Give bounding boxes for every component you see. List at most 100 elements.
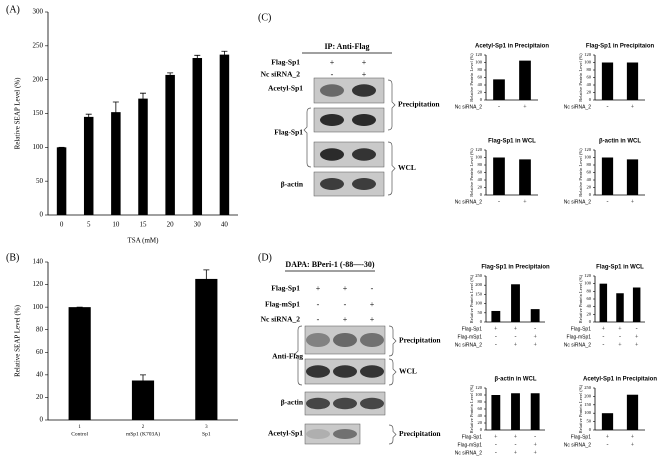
band-label: β-actin — [281, 398, 304, 407]
condition-sign: - — [607, 199, 609, 205]
condition-sign: + — [514, 326, 518, 332]
condition-sign: - — [498, 199, 500, 205]
blot-band — [306, 397, 330, 410]
blot-header: DAPA: BPeri-1 (-88—-30) — [285, 260, 374, 269]
x-tick-label: 15 — [140, 221, 148, 229]
y-tick-label: 0 — [480, 427, 483, 432]
y-tick-label: 20 — [587, 90, 592, 95]
x-tick-label: Sp1 — [202, 431, 211, 437]
lane-row-label: Flag-mSp1 — [265, 300, 300, 309]
y-tick-label: 120 — [475, 385, 483, 390]
condition-sign: + — [514, 434, 518, 440]
condition-sign: + — [635, 334, 639, 340]
x-tick-label: Control — [71, 431, 88, 437]
bar — [632, 287, 641, 322]
y-tick-label: 100 — [33, 303, 44, 311]
y-tick-label: 0 — [589, 192, 592, 197]
bar — [131, 380, 155, 420]
blot-band — [320, 148, 344, 161]
bracket-label: Precipitation — [399, 336, 441, 345]
y-tick-label: 200 — [475, 282, 483, 287]
y-tick-label: 150 — [33, 109, 44, 117]
bar — [56, 147, 67, 215]
y-axis-label: Relative Protein Level (%) — [578, 384, 583, 433]
bar — [601, 413, 614, 430]
y-tick-label: 120 — [584, 147, 592, 152]
panel-label: (D) — [258, 252, 272, 263]
condition-sign: + — [533, 334, 537, 340]
y-tick-label: 60 — [478, 406, 483, 411]
condition-label: Nc siRNA_2 — [455, 104, 482, 110]
condition-sign: - — [515, 442, 517, 448]
condition-sign: - — [607, 442, 609, 448]
bar — [530, 309, 540, 322]
error-bar — [85, 113, 92, 120]
y-tick-label: 50 — [587, 419, 592, 424]
error-bar — [194, 54, 201, 61]
condition-sign: + — [523, 104, 527, 110]
condition-sign: + — [533, 442, 537, 448]
condition-label: Nc siRNA_2 — [455, 342, 482, 348]
error-bar — [167, 72, 174, 77]
blot-band — [320, 114, 344, 126]
y-tick-label: 100 — [475, 301, 483, 306]
bar — [491, 310, 501, 322]
bracket-label: Precipitation — [398, 100, 440, 109]
condition-sign: - — [515, 334, 517, 340]
lane-row-label: Flag-Sp1 — [271, 284, 300, 293]
lane-sign: - — [317, 300, 320, 309]
right-bracket — [388, 424, 397, 445]
lane-sign: - — [371, 284, 374, 293]
y-tick-label: 250 — [584, 385, 592, 390]
chart-title: Acetyl-Sp1 in Precipitaion — [583, 377, 657, 383]
y-tick-label: 300 — [33, 8, 44, 16]
condition-sign: - — [607, 104, 609, 110]
y-tick-label: 0 — [480, 192, 483, 197]
blot-band — [306, 365, 330, 378]
y-axis-label: Relative SEAP Level (%) — [14, 77, 22, 150]
y-tick-label: 100 — [475, 392, 483, 397]
lane-row-label: Nc siRNA_2 — [261, 315, 301, 324]
lane-sign: + — [343, 284, 348, 293]
band-label: Flag-Sp1 — [274, 128, 303, 137]
bar — [165, 74, 175, 216]
blot-band — [320, 84, 344, 97]
condition-label: Flag-Sp1 — [462, 326, 483, 332]
y-tick-label: 100 — [475, 60, 483, 65]
condition-label: Flag-mSp1 — [458, 442, 483, 448]
bar — [626, 394, 639, 430]
condition-sign: + — [631, 434, 635, 440]
blot-band — [360, 397, 384, 410]
y-tick-label: 120 — [475, 147, 483, 152]
category-number: 1 — [78, 425, 81, 430]
y-tick-label: 0 — [40, 416, 44, 424]
y-axis-label: Relative Protein Level (%) — [469, 53, 474, 102]
lane-sign: + — [343, 315, 348, 324]
blot-strip — [304, 423, 361, 445]
y-tick-label: 20 — [36, 393, 44, 401]
condition-sign: - — [636, 326, 638, 332]
y-tick-label: 120 — [584, 52, 592, 57]
condition-sign: + — [514, 342, 518, 348]
x-tick-label: 30 — [194, 221, 202, 229]
condition-sign: + — [523, 199, 527, 205]
y-tick-label: 40 — [36, 370, 44, 378]
chart-title: β-actin in WCL — [599, 139, 641, 145]
y-tick-label: 80 — [36, 325, 44, 333]
condition-label: Flag-Sp1 — [571, 434, 592, 440]
y-tick-label: 60 — [587, 296, 592, 301]
bar — [192, 58, 203, 215]
right-bracket — [387, 141, 396, 196]
y-tick-label: 60 — [36, 348, 44, 356]
bar — [626, 62, 639, 100]
bar — [219, 54, 230, 215]
bracket-label: Precipitation — [399, 429, 441, 438]
error-bar — [140, 92, 146, 105]
condition-sign: + — [631, 104, 635, 110]
condition-sign: + — [533, 450, 537, 456]
error-bar — [112, 101, 119, 123]
y-tick-label: 0 — [40, 211, 44, 219]
x-tick-label: 0 — [60, 221, 64, 229]
y-tick-label: 40 — [587, 82, 592, 87]
